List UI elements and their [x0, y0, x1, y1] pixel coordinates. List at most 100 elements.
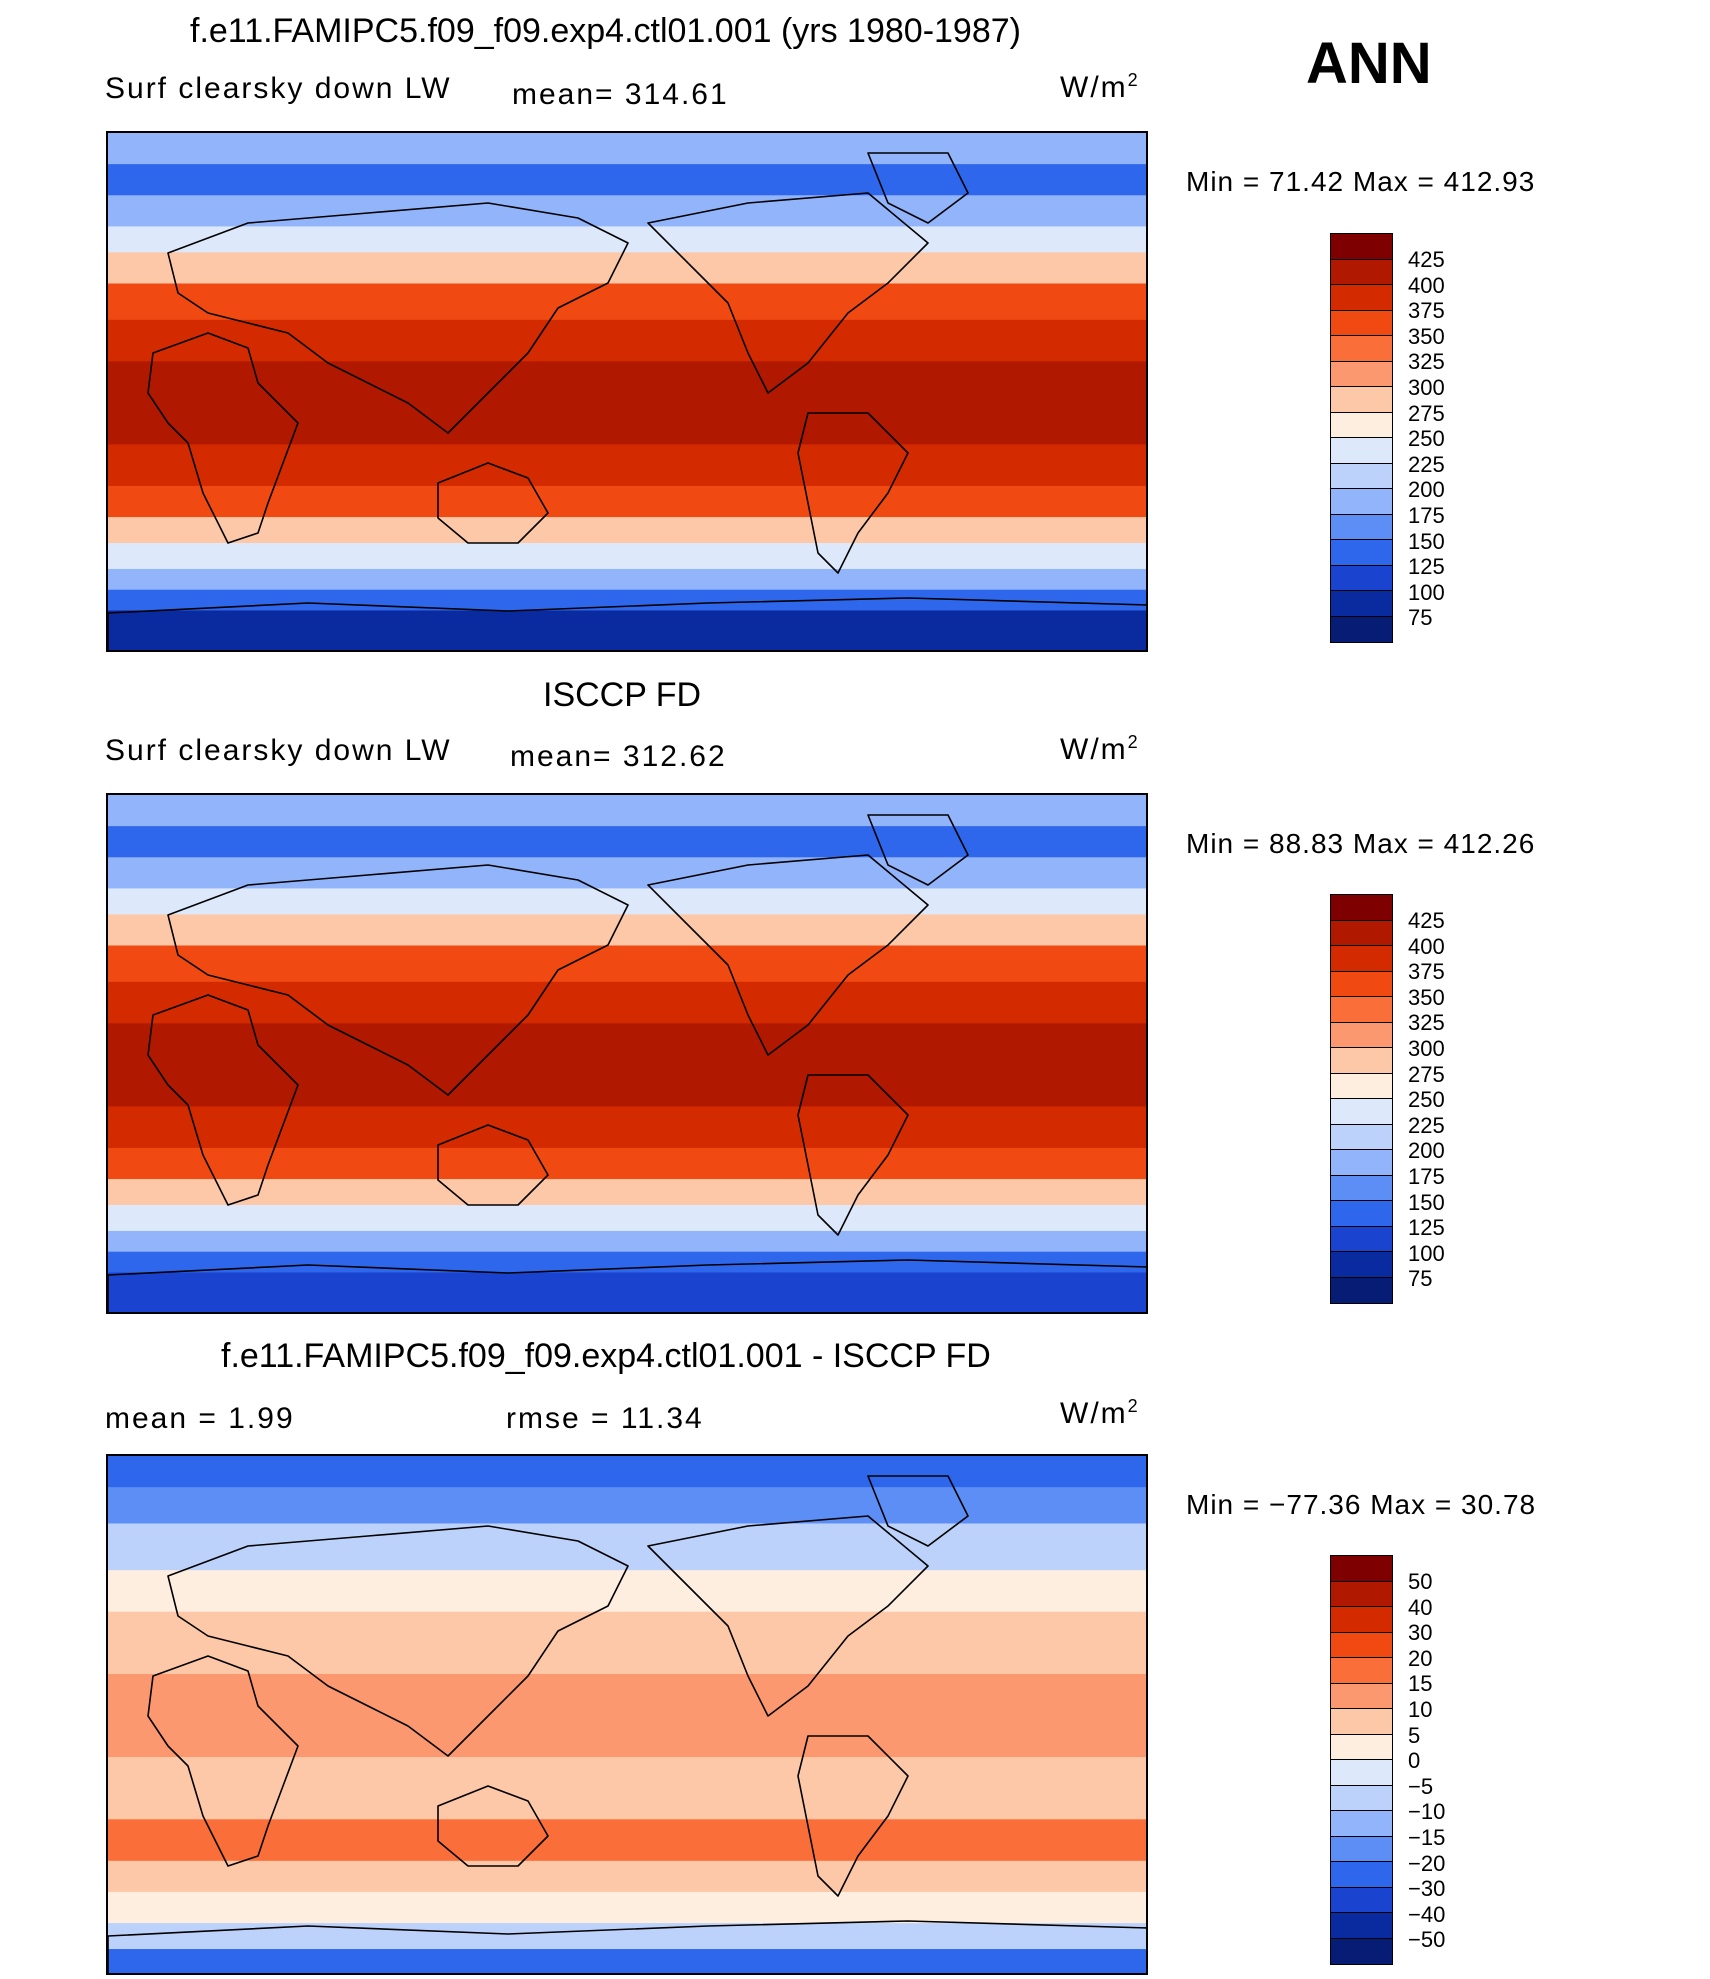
- colorbar-tick-label: −30: [1408, 1876, 1446, 1902]
- coastline: [167, 864, 629, 1096]
- colorbar-swatch: [1331, 1099, 1392, 1125]
- colorbar-tick-label: 40: [1408, 1594, 1433, 1620]
- latitude-band: [108, 826, 1146, 859]
- panel2-units: W/m2: [1060, 732, 1140, 766]
- latitude-band: [108, 444, 1146, 487]
- latitude-band: [108, 1023, 1146, 1108]
- latitude-band: [108, 164, 1146, 197]
- latitude-band: [108, 610, 1146, 650]
- colorbar-swatch: [1331, 1760, 1392, 1786]
- panel2-variable-label: Surf clearsky down LW: [105, 734, 452, 767]
- colorbar-tick-label: 375: [1408, 959, 1445, 985]
- panel3-title: f.e11.FAMIPC5.f09_f09.exp4.ctl01.001 - I…: [221, 1337, 991, 1375]
- colorbar-swatch: [1331, 361, 1392, 387]
- colorbar-tick-label: 275: [1408, 400, 1445, 426]
- colorbar-tick-label: 350: [1408, 984, 1445, 1010]
- colorbar-tick-label: 10: [1408, 1696, 1433, 1722]
- latitude-band: [108, 485, 1146, 519]
- panel2-title: ISCCP FD: [543, 676, 702, 714]
- colorbar-tick-label: 300: [1408, 1035, 1445, 1061]
- panel2-colorbar: [1330, 894, 1393, 1304]
- colorbar-swatch: [1331, 1683, 1392, 1709]
- latitude-band: [108, 568, 1146, 591]
- colorbar-tick-label: 225: [1408, 1112, 1445, 1138]
- latitude-band: [108, 1819, 1146, 1862]
- colorbar-tick-label: −15: [1408, 1824, 1446, 1850]
- coastline: [797, 1074, 909, 1236]
- colorbar-swatch: [1331, 1836, 1392, 1862]
- colorbar-tick-label: −10: [1408, 1799, 1446, 1825]
- colorbar-swatch: [1331, 285, 1392, 311]
- colorbar-tick-label: 150: [1408, 528, 1445, 554]
- colorbar-swatch: [1331, 895, 1392, 921]
- colorbar-swatch: [1331, 463, 1392, 489]
- latitude-band: [108, 1272, 1146, 1312]
- coastline: [167, 202, 629, 434]
- latitude-band: [108, 1891, 1146, 1925]
- panel1-map: [106, 131, 1148, 652]
- panel1-mean-label: mean= 314.61: [512, 78, 729, 111]
- colorbar-swatch: [1331, 259, 1392, 285]
- colorbar-swatch: [1331, 1022, 1392, 1048]
- latitude-band: [108, 1611, 1146, 1675]
- panel3-colorbar: [1330, 1555, 1393, 1965]
- coastline: [867, 152, 969, 224]
- colorbar-tick-label: 20: [1408, 1645, 1433, 1671]
- coastline: [147, 332, 299, 544]
- world-map-field: [108, 1456, 1146, 1973]
- panel2-min-max: Min = 88.83 Max = 412.26: [1186, 828, 1536, 859]
- coastline: [647, 854, 929, 1056]
- latitude-band: [108, 1106, 1146, 1149]
- colorbar-tick-label: 0: [1408, 1748, 1421, 1774]
- coastline: [108, 1920, 1146, 1973]
- latitude-band: [108, 133, 1146, 166]
- panel1-min-max: Min = 71.42 Max = 412.93: [1186, 166, 1536, 197]
- colorbar-swatch: [1331, 1734, 1392, 1760]
- latitude-band: [108, 795, 1146, 828]
- world-map-field: [108, 795, 1146, 1312]
- colorbar-tick-label: 15: [1408, 1671, 1433, 1697]
- colorbar-tick-label: 325: [1408, 1010, 1445, 1036]
- colorbar-tick-label: 175: [1408, 1163, 1445, 1189]
- coastline: [108, 597, 1146, 650]
- colorbar-swatch: [1331, 565, 1392, 591]
- colorbar-swatch: [1331, 1556, 1392, 1582]
- latitude-band: [108, 1456, 1146, 1489]
- colorbar-swatch: [1331, 1862, 1392, 1888]
- colorbar-swatch: [1331, 310, 1392, 336]
- colorbar-tick-label: 325: [1408, 349, 1445, 375]
- panel1-variable-label: Surf clearsky down LW: [105, 72, 452, 105]
- latitude-band: [108, 283, 1146, 321]
- colorbar-tick-label: 400: [1408, 933, 1445, 959]
- latitude-band: [108, 857, 1146, 890]
- colorbar-swatch: [1331, 540, 1392, 566]
- world-map-field: [108, 133, 1146, 650]
- colorbar-swatch: [1331, 1048, 1392, 1074]
- colorbar-tick-label: −20: [1408, 1850, 1446, 1876]
- latitude-band: [108, 1949, 1146, 1973]
- colorbar-swatch: [1331, 1658, 1392, 1684]
- panel3-rmse-label: rmse = 11.34: [506, 1402, 704, 1435]
- panel3-mean-label: mean = 1.99: [105, 1402, 295, 1435]
- latitude-band: [108, 195, 1146, 228]
- coastline: [797, 412, 909, 574]
- panel1-title: f.e11.FAMIPC5.f09_f09.exp4.ctl01.001 (yr…: [190, 12, 1021, 50]
- colorbar-swatch: [1331, 946, 1392, 972]
- colorbar-tick-label: 75: [1408, 1266, 1433, 1292]
- panel1-colorbar: [1330, 233, 1393, 643]
- colorbar-tick-label: 375: [1408, 298, 1445, 324]
- coastline: [867, 814, 969, 886]
- season-label: ANN: [1306, 31, 1432, 96]
- panel2-mean-label: mean= 312.62: [510, 740, 727, 773]
- colorbar-tick-label: 175: [1408, 502, 1445, 528]
- colorbar-swatch: [1331, 1887, 1392, 1913]
- panel1-units: W/m2: [1060, 70, 1140, 104]
- latitude-band: [108, 1179, 1146, 1207]
- colorbar-swatch: [1331, 591, 1392, 617]
- coastline: [147, 994, 299, 1206]
- coastline: [797, 1735, 909, 1897]
- latitude-band: [108, 1923, 1146, 1951]
- colorbar-swatch: [1331, 1277, 1392, 1303]
- latitude-band: [108, 1570, 1146, 1613]
- latitude-band: [108, 1523, 1146, 1572]
